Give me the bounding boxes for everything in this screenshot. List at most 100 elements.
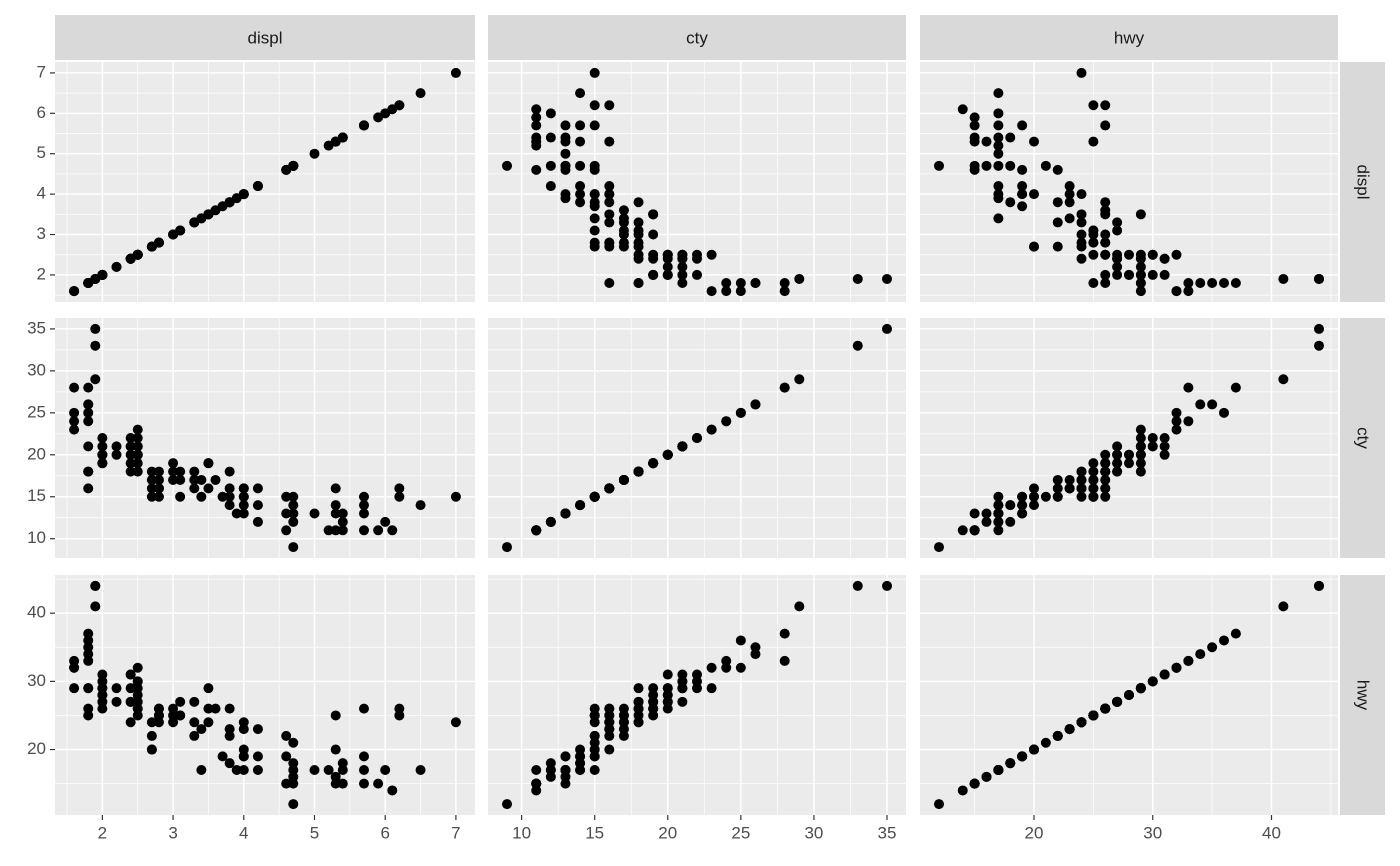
point — [575, 758, 586, 769]
point — [662, 269, 673, 280]
point — [604, 189, 615, 200]
point — [146, 730, 157, 741]
x-tick-label: 10 — [512, 823, 531, 842]
point — [1017, 120, 1028, 131]
point — [560, 148, 571, 159]
point — [1100, 449, 1111, 460]
point — [560, 189, 571, 200]
point — [993, 525, 1004, 536]
point — [252, 724, 263, 735]
point — [1052, 217, 1063, 228]
strip-label: cty — [1354, 427, 1373, 449]
point — [97, 449, 108, 460]
point — [545, 765, 556, 775]
point — [604, 209, 615, 220]
point — [993, 181, 1004, 192]
point — [125, 683, 136, 694]
point — [1052, 241, 1063, 252]
y-tick-label: 25 — [27, 402, 46, 421]
point — [882, 323, 892, 334]
point — [993, 148, 1004, 159]
point — [531, 140, 542, 151]
point — [1100, 491, 1111, 502]
point — [125, 458, 136, 469]
point — [1124, 458, 1134, 469]
y-tick-label: 2 — [37, 264, 46, 283]
point — [1112, 225, 1123, 236]
point — [450, 67, 461, 78]
point — [1088, 474, 1099, 485]
point — [1219, 407, 1229, 418]
point — [252, 765, 263, 775]
point — [1088, 458, 1099, 469]
point — [132, 458, 143, 469]
point — [618, 724, 629, 735]
point — [1029, 483, 1039, 494]
point — [337, 508, 348, 519]
point — [662, 449, 673, 460]
y-tick-label: 20 — [27, 444, 46, 463]
panel — [488, 575, 906, 815]
point — [882, 580, 892, 591]
point — [224, 703, 235, 714]
point — [531, 104, 542, 115]
point — [153, 483, 164, 494]
point — [1088, 491, 1099, 502]
point — [168, 710, 179, 721]
point — [692, 269, 702, 280]
x-tick-label: 20 — [658, 823, 677, 842]
point — [677, 261, 688, 272]
point — [132, 449, 143, 460]
point — [1005, 132, 1016, 143]
point — [132, 433, 143, 443]
point — [993, 140, 1004, 151]
point — [1029, 491, 1039, 502]
point — [1171, 416, 1182, 427]
point — [380, 516, 391, 527]
y-tick-label: 4 — [37, 184, 46, 203]
point — [662, 261, 673, 272]
point — [969, 778, 980, 789]
point — [1195, 649, 1206, 660]
point — [168, 229, 179, 240]
point — [1076, 241, 1087, 252]
point — [281, 525, 292, 536]
point — [1005, 758, 1016, 769]
point — [575, 160, 586, 171]
point — [648, 209, 659, 220]
point — [575, 181, 586, 192]
point — [1135, 269, 1146, 280]
point — [1100, 458, 1111, 469]
point — [604, 181, 615, 192]
point — [203, 483, 214, 494]
point — [633, 197, 644, 208]
point — [203, 717, 214, 728]
point — [1159, 669, 1170, 680]
x-tick-label: 2 — [98, 823, 107, 842]
point — [189, 474, 200, 485]
point — [1207, 642, 1218, 653]
point — [934, 799, 944, 810]
point — [1171, 424, 1182, 435]
point — [633, 703, 644, 714]
point — [168, 474, 179, 485]
point — [794, 273, 805, 284]
point — [993, 765, 1004, 775]
x-tick-label: 20 — [1025, 823, 1044, 842]
point — [1052, 483, 1063, 494]
point — [224, 724, 235, 735]
point — [1135, 466, 1146, 477]
point — [238, 508, 249, 519]
point — [735, 407, 746, 418]
point — [450, 491, 461, 502]
point — [1076, 209, 1087, 220]
point — [1088, 136, 1099, 147]
point — [677, 696, 688, 707]
point — [633, 278, 644, 289]
point — [1135, 253, 1146, 264]
point — [1100, 278, 1111, 289]
point — [1088, 229, 1099, 240]
point — [203, 683, 214, 694]
point — [189, 466, 200, 477]
point — [125, 696, 136, 707]
